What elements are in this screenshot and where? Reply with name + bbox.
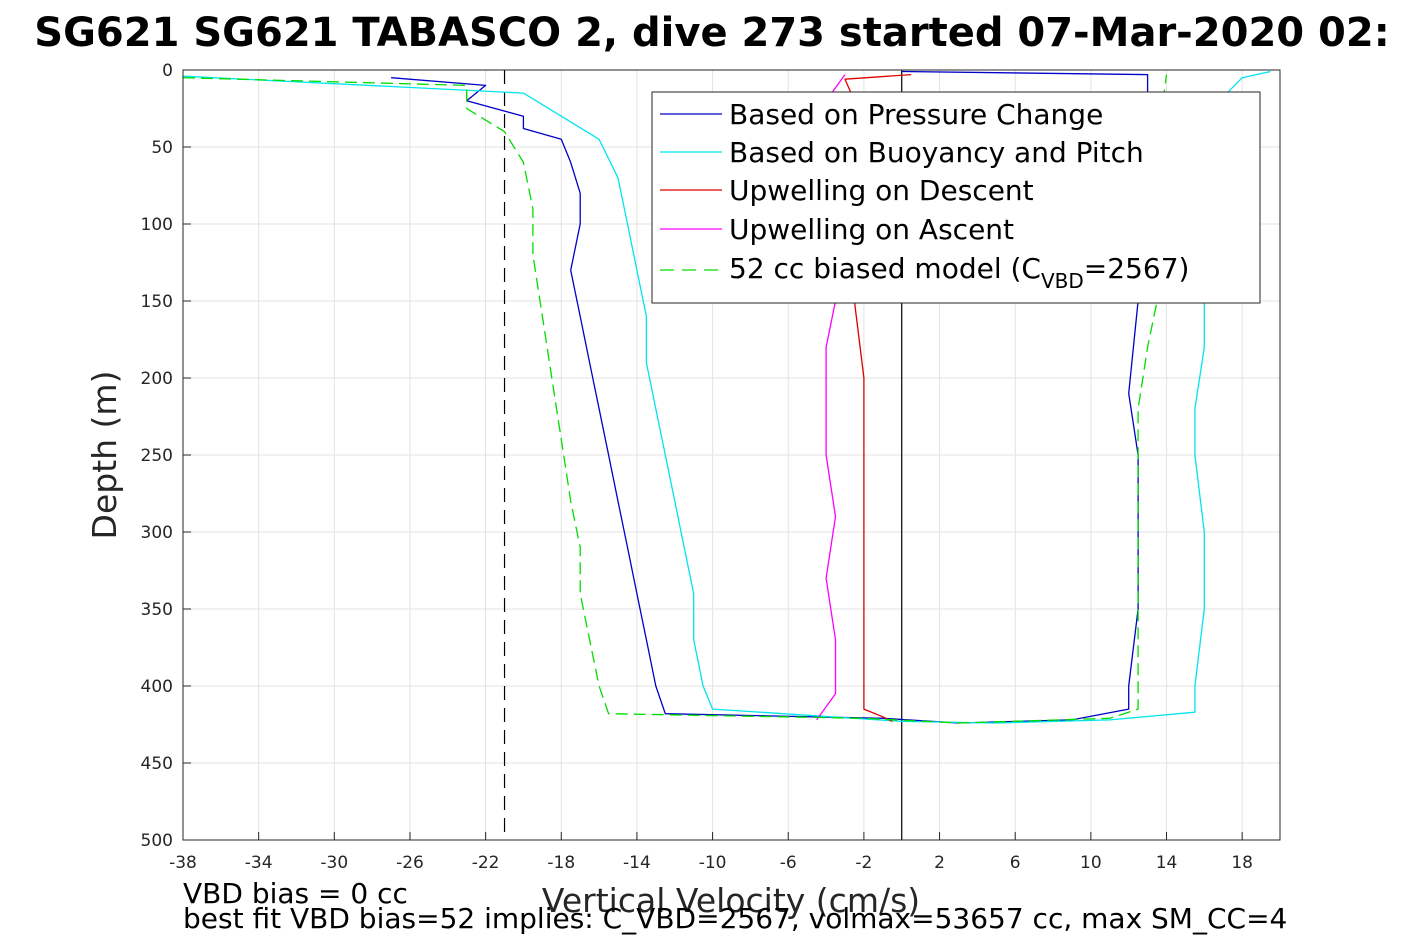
legend-label-upwell-ascent: Upwelling on Ascent	[729, 213, 1014, 246]
footer-best-fit: best fit VBD bias=52 implies: C_VBD=2567…	[183, 902, 1287, 935]
y-tick-label: 300	[141, 523, 173, 543]
y-tick-label: 400	[141, 677, 173, 697]
y-tick-labels: 0 50 100 150 200 250 300 350 400 450 500	[141, 61, 173, 851]
series-line-0	[391, 70, 1149, 724]
legend-label-biased-model: 52 cc biased model (CVBD=2567)	[729, 252, 1189, 293]
x-tick-label: 18	[1231, 853, 1253, 873]
y-tick-label: 250	[141, 446, 173, 466]
y-tick-label: 200	[141, 369, 173, 389]
y-tick-label: 450	[141, 754, 173, 774]
legend-biased-model-main: 52 cc biased model (C	[729, 252, 1041, 285]
x-tick-label: -34	[245, 853, 273, 873]
series-line-1	[182, 70, 1271, 724]
legend-label-upwell-descent: Upwelling on Descent	[729, 174, 1034, 207]
footer-vbd-bias: VBD bias = 0 cc	[183, 877, 408, 910]
y-tick-label: 150	[141, 292, 173, 312]
x-tick-label: 2	[934, 853, 945, 873]
x-axis-label: Vertical Velocity (cm/s)	[542, 881, 920, 920]
y-tick-label: 0	[162, 61, 173, 81]
y-tick-label: 350	[141, 600, 173, 620]
x-tick-label: -18	[547, 853, 575, 873]
x-tick-label: 6	[1010, 853, 1021, 873]
x-tick-label: 14	[1156, 853, 1178, 873]
x-tick-label: -38	[169, 853, 197, 873]
x-tick-label: -6	[780, 853, 797, 873]
x-tick-label: -30	[320, 853, 348, 873]
x-tick-label: -10	[699, 853, 727, 873]
legend-label-pressure: Based on Pressure Change	[729, 98, 1103, 131]
x-tick-label: -2	[855, 853, 872, 873]
series-line-4	[182, 74, 1168, 724]
y-tick-label: 100	[141, 215, 173, 235]
x-tick-label: -26	[396, 853, 424, 873]
x-tick-label: -14	[623, 853, 651, 873]
legend-biased-model-subscript: VBD	[1041, 269, 1084, 293]
x-tick-labels: -38 -34 -30 -26 -22 -18 -14 -10 -6 -2 2 6 10 14 18	[169, 853, 1253, 873]
y-tick-label: 50	[151, 138, 173, 158]
legend: Based on Pressure Change Based on Buoyan…	[651, 91, 1261, 304]
y-tick-label: 500	[141, 831, 173, 851]
chart-title: SG621 SG621 TABASCO 2, dive 273 started …	[34, 10, 1389, 56]
legend-box	[651, 91, 1261, 304]
plot-frame	[182, 69, 1281, 841]
legend-label-buoyancy: Based on Buoyancy and Pitch	[729, 136, 1144, 169]
x-tick-label: -22	[472, 853, 500, 873]
legend-biased-model-tail: =2567)	[1084, 252, 1190, 285]
x-tick-label: 10	[1080, 853, 1102, 873]
y-axis-label: Depth (m)	[85, 371, 124, 540]
